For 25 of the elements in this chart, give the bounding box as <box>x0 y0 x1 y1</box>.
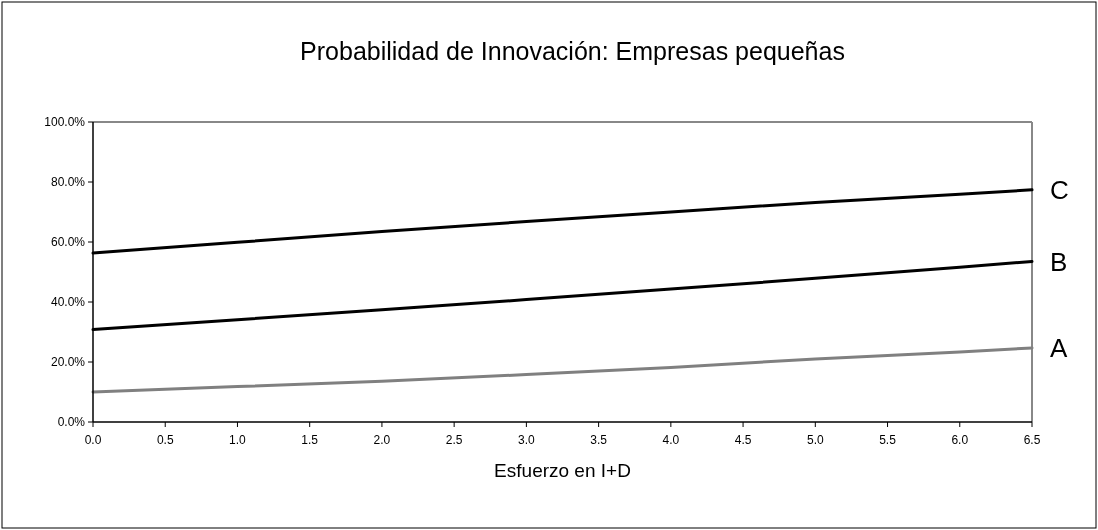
chart-title: Probabilidad de Innovación: Empresas pequeñas <box>300 37 845 65</box>
x-tick-label: 1.5 <box>301 433 319 447</box>
x-tick-label: 5.0 <box>806 433 824 447</box>
series-label: B <box>1050 246 1068 277</box>
series-label: A <box>1050 333 1068 363</box>
x-tick-label: 3.0 <box>518 433 536 447</box>
x-tick-label: 3.5 <box>590 433 608 447</box>
x-tick-label: 4.5 <box>734 433 752 447</box>
x-axis-title: Esfuerzo en I+D <box>494 460 631 481</box>
y-tick-label: 0.0% <box>57 415 86 430</box>
x-tick-label: 0.0 <box>84 433 102 447</box>
y-tick-label: 60.0% <box>50 235 86 250</box>
y-tick-label: 20.0% <box>50 355 86 370</box>
x-tick-label: 6.5 <box>1023 433 1041 447</box>
x-tick-label: 6.0 <box>951 433 969 447</box>
series-label: C <box>1050 174 1069 205</box>
x-tick-label: 2.5 <box>445 433 463 447</box>
y-tick-label: 100.0% <box>44 115 86 130</box>
y-tick-label: 80.0% <box>50 175 86 190</box>
x-tick-label: 1.0 <box>229 433 247 447</box>
x-tick-label: 2.0 <box>373 433 391 447</box>
x-tick-label: 5.5 <box>879 433 897 447</box>
x-tick-label: 4.0 <box>662 433 680 447</box>
x-tick-label: 0.5 <box>156 433 174 447</box>
y-tick-label: 40.0% <box>50 295 86 310</box>
